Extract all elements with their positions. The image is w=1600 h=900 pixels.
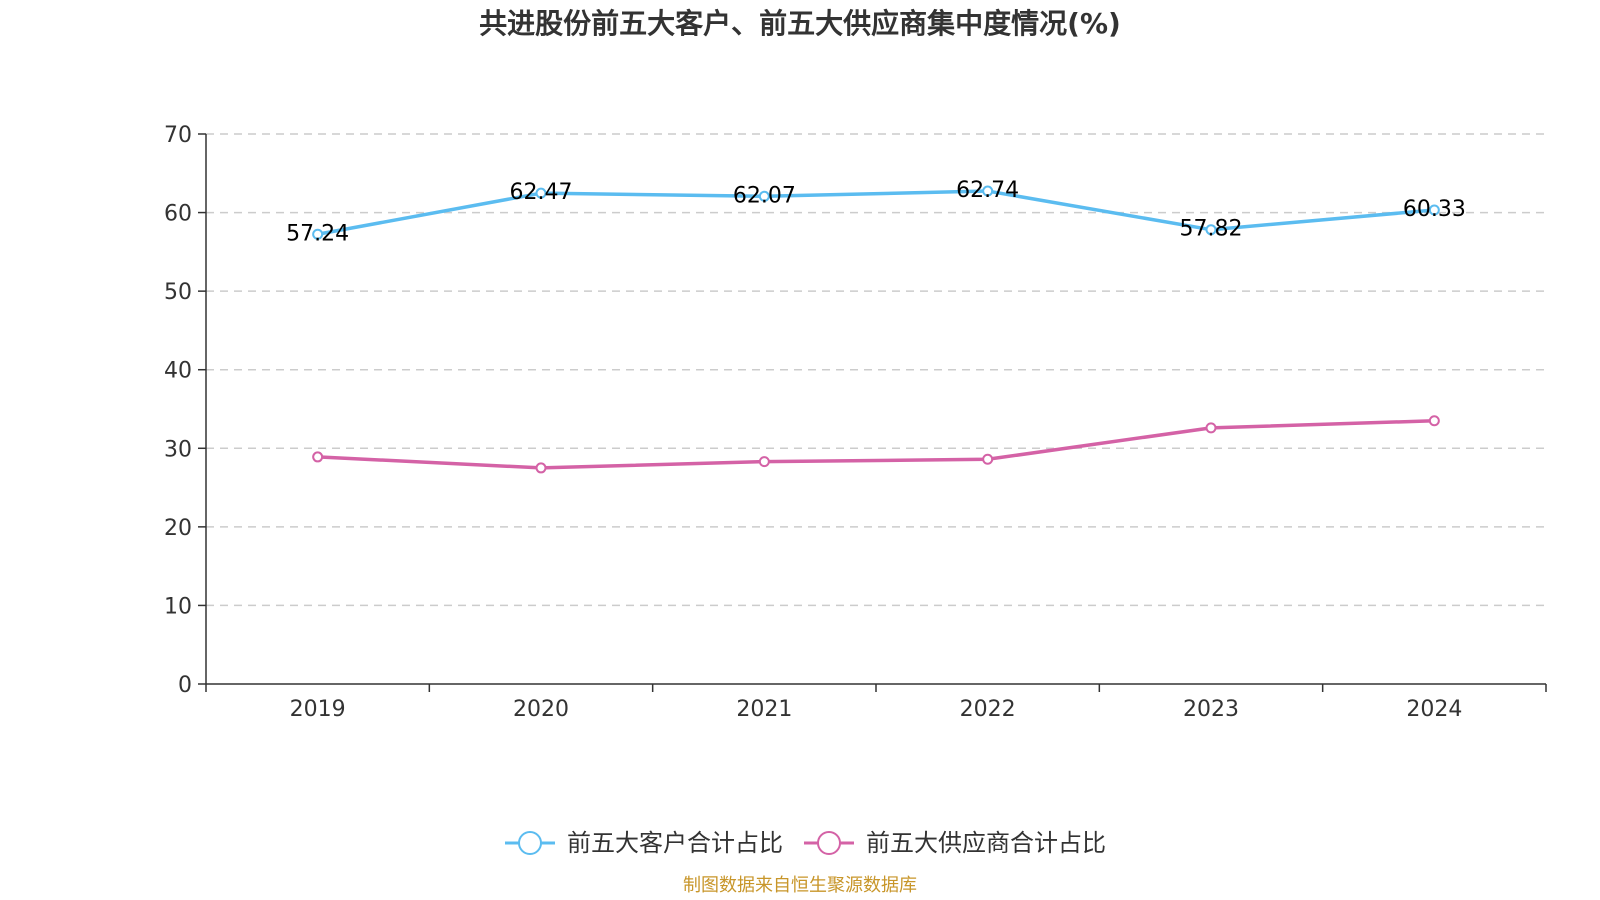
data-point [535, 187, 547, 199]
y-tick-label: 70 [164, 123, 192, 148]
source-note: 制图数据来自恒生聚源数据库 [683, 875, 917, 896]
chart-title: 共进股份前五大客户、前五大供应商集中度情况(%) [479, 7, 1121, 40]
legend-label: 前五大客户合计占比 [567, 829, 783, 857]
series-line-1 [317, 189, 1435, 236]
y-tick-label: 10 [164, 594, 192, 619]
data-labels: 57.24 62.47 62.07 62.74 57.82 60.33 [286, 178, 1466, 246]
legend-label: 前五大供应商合计占比 [866, 829, 1106, 857]
data-point [312, 451, 324, 463]
data-label: 60.33 [1403, 197, 1466, 222]
y-tick-label: 60 [164, 202, 192, 227]
series-layer [312, 185, 1440, 474]
y-tick-label: 0 [178, 673, 192, 698]
y-tick-label: 50 [164, 280, 192, 305]
series-line-2 [317, 419, 1435, 470]
data-point [758, 456, 770, 468]
y-tick-label: 40 [164, 359, 192, 384]
x-tick-label: 2021 [736, 697, 792, 722]
x-tick-label: 2020 [513, 697, 569, 722]
axes: 0 10 20 30 40 50 60 70 2019 2020 2021 2022 2023 2024 [164, 123, 1547, 722]
data-point [312, 228, 324, 240]
data-point [758, 190, 770, 202]
data-label: 62.74 [956, 178, 1019, 203]
legend-marker [518, 831, 542, 855]
data-label: 62.47 [510, 180, 573, 205]
data-label: 57.82 [1180, 217, 1243, 242]
data-point [535, 462, 547, 474]
data-point [1205, 422, 1217, 434]
legend: 前五大客户合计占比 前五大供应商合计占比 [505, 829, 1106, 857]
y-tick-label: 20 [164, 516, 192, 541]
data-point [982, 185, 994, 197]
grid-lines [206, 133, 1546, 607]
x-tick-label: 2024 [1406, 697, 1462, 722]
data-point [1428, 415, 1440, 427]
data-point [1205, 224, 1217, 236]
y-tick-label: 30 [164, 437, 192, 462]
legend-marker [817, 831, 841, 855]
data-point [982, 453, 994, 465]
data-label: 62.07 [733, 183, 796, 208]
x-tick-label: 2019 [290, 697, 346, 722]
data-label: 57.24 [286, 221, 349, 246]
x-tick-label: 2022 [960, 697, 1016, 722]
data-point [1428, 204, 1440, 216]
x-tick-label: 2023 [1183, 697, 1239, 722]
